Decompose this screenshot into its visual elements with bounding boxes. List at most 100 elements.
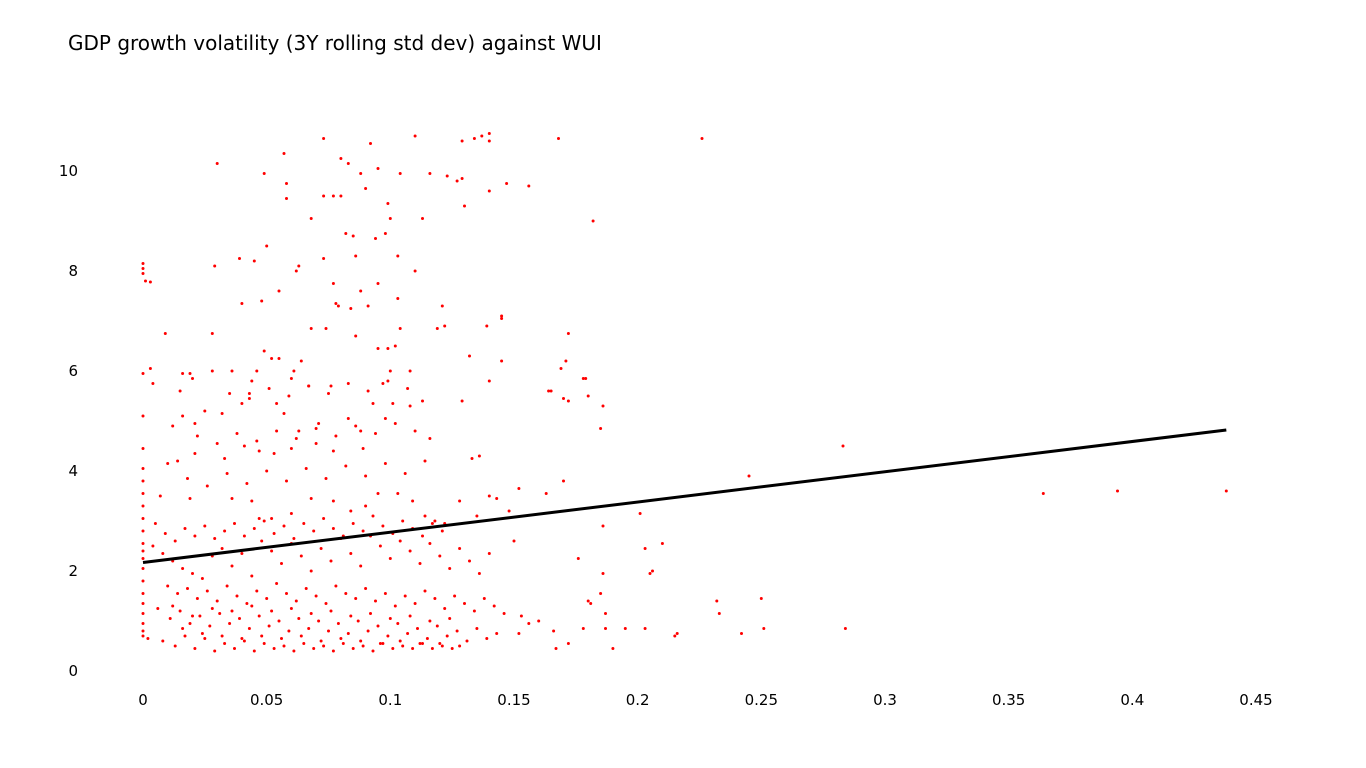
data-point [327,392,330,395]
data-point [141,567,145,570]
data-point [299,554,303,558]
data-point [247,392,251,395]
data-point [193,422,197,425]
data-point [329,559,333,563]
data-point [289,377,293,380]
data-point [455,629,459,633]
data-point [396,492,400,495]
data-point [341,642,345,645]
data-point [388,369,392,373]
x-tick-label: 0.45 [1239,691,1272,709]
data-point [257,449,261,453]
data-point [186,587,189,590]
data-point [638,512,642,515]
data-point [552,629,556,633]
y-tick-label: 0 [68,662,78,680]
data-point [230,564,234,568]
data-point [272,647,276,650]
data-point [408,549,412,553]
data-point [233,647,236,650]
data-point [161,639,165,643]
data-point [171,424,175,428]
data-point [472,137,476,140]
data-point [383,232,387,235]
data-point [141,622,145,625]
data-point [331,194,335,198]
data-point [260,299,264,303]
data-point [383,417,387,420]
data-point [252,259,256,263]
data-point [502,612,506,615]
data-point [312,647,316,650]
data-point [297,617,301,620]
data-point [220,547,224,550]
data-point [495,497,499,500]
data-point [141,372,145,375]
data-point [262,519,266,523]
data-point [334,302,338,305]
data-point [242,639,246,643]
data-point [421,534,424,538]
data-point [386,379,390,383]
data-point [225,584,229,588]
data-point [277,619,281,623]
data-point [475,514,479,518]
data-point [507,509,511,513]
data-point [262,349,266,353]
data-point [423,589,427,593]
data-point [391,647,395,650]
data-point [391,402,395,405]
data-point [468,559,471,563]
data-point [717,612,721,615]
data-point [322,194,326,198]
data-point [566,399,570,403]
data-point [141,492,145,495]
data-point [406,387,410,390]
data-point [171,604,175,608]
data-point [416,627,419,630]
data-point [203,524,207,528]
data-point [203,637,207,640]
data-point [329,384,333,388]
data-point [401,644,405,648]
data-point [331,282,335,285]
data-point [361,644,365,648]
data-point [151,382,155,385]
data-point [181,627,185,630]
data-point [230,497,234,500]
data-point [549,389,553,393]
data-point [213,537,217,540]
data-point [344,232,348,235]
data-point [562,479,565,483]
data-point [376,282,380,285]
data-point [359,172,363,175]
data-point [282,152,286,155]
data-point [141,414,145,418]
data-point [193,534,197,538]
data-point [346,162,350,165]
data-point [599,592,603,595]
data-point [302,642,306,645]
data-point [623,627,627,630]
data-point [423,514,427,518]
data-point [361,447,365,450]
data-point [443,607,447,610]
data-point [242,444,246,448]
data-point [354,334,358,338]
data-point [317,619,321,623]
data-point [472,609,476,613]
data-point [349,509,353,513]
data-point [141,517,145,520]
data-point [349,307,353,310]
data-point [141,262,145,265]
data-point [430,522,434,525]
data-point [401,519,405,523]
data-point [485,637,489,640]
data-point [378,642,382,645]
data-point [331,499,335,503]
data-point [247,397,251,400]
data-point [428,437,432,440]
data-point [611,647,615,650]
data-point [309,612,313,615]
